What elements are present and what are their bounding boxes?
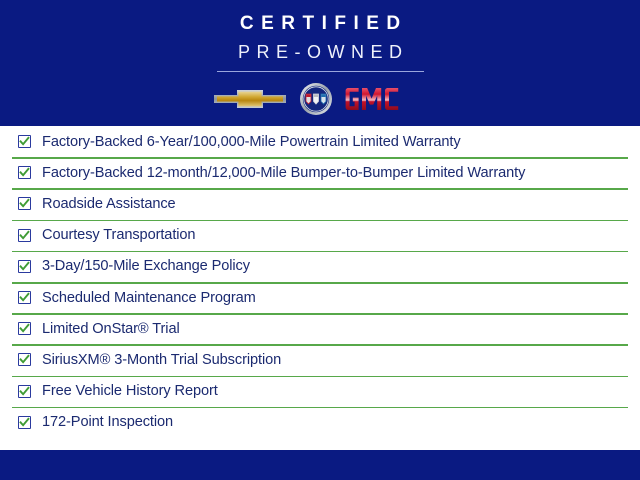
checked-checkbox-icon[interactable] bbox=[18, 228, 31, 242]
list-item[interactable]: Factory-Backed 6-Year/100,000-Mile Power… bbox=[0, 126, 640, 157]
banner-footer bbox=[0, 450, 640, 480]
list-item-label: Scheduled Maintenance Program bbox=[42, 289, 256, 306]
checked-checkbox-icon[interactable] bbox=[18, 166, 31, 180]
list-item-label: SiriusXM® 3-Month Trial Subscription bbox=[42, 351, 282, 368]
list-item[interactable]: Roadside Assistance bbox=[0, 188, 640, 219]
gmc-wordmark-logo bbox=[345, 86, 427, 112]
list-item[interactable]: Courtesy Transportation bbox=[0, 219, 640, 251]
list-item[interactable]: Factory-Backed 12-month/12,000-Mile Bump… bbox=[0, 157, 640, 188]
checked-checkbox-icon[interactable] bbox=[18, 259, 31, 273]
list-item[interactable]: 3-Day/150-Mile Exchange Policy bbox=[0, 250, 640, 282]
page-title: CERTIFIED bbox=[239, 13, 408, 34]
list-item-label: Limited OnStar® Trial bbox=[42, 320, 180, 337]
brand-logo-row bbox=[0, 80, 640, 118]
list-item-label: Factory-Backed 12-month/12,000-Mile Bump… bbox=[42, 164, 526, 181]
list-item-label: 3-Day/150-Mile Exchange Policy bbox=[42, 258, 250, 275]
list-item-label: Free Vehicle History Report bbox=[42, 383, 218, 400]
buick-trishield-logo bbox=[299, 82, 333, 116]
checked-checkbox-icon[interactable] bbox=[18, 415, 31, 429]
page-subtitle: PRE-OWNED bbox=[238, 42, 409, 62]
chevrolet-bowtie-logo bbox=[213, 86, 287, 112]
checked-checkbox-icon[interactable] bbox=[18, 384, 31, 398]
checked-checkbox-icon[interactable] bbox=[18, 353, 31, 367]
list-item[interactable]: Free Vehicle History Report bbox=[0, 375, 640, 407]
checked-checkbox-icon[interactable] bbox=[18, 291, 31, 305]
list-item-label: Factory-Backed 6-Year/100,000-Mile Power… bbox=[42, 133, 461, 150]
list-item-label: 172-Point Inspection bbox=[42, 414, 174, 431]
list-item[interactable]: Limited OnStar® Trial bbox=[0, 313, 640, 344]
list-item[interactable]: Scheduled Maintenance Program bbox=[0, 281, 640, 313]
checked-checkbox-icon[interactable] bbox=[18, 322, 31, 336]
list-item[interactable]: 172-Point Inspection bbox=[0, 406, 640, 438]
banner-header: CERTIFIED PRE-OWNED bbox=[0, 0, 640, 126]
header-divider bbox=[217, 71, 424, 72]
certified-features-list: Factory-Backed 6-Year/100,000-Mile Power… bbox=[0, 126, 640, 450]
checked-checkbox-icon[interactable] bbox=[18, 197, 31, 211]
list-item[interactable]: SiriusXM® 3-Month Trial Subscription bbox=[0, 344, 640, 375]
checked-checkbox-icon[interactable] bbox=[18, 135, 31, 149]
list-item-label: Roadside Assistance bbox=[42, 195, 176, 212]
list-item-label: Courtesy Transportation bbox=[42, 227, 196, 244]
